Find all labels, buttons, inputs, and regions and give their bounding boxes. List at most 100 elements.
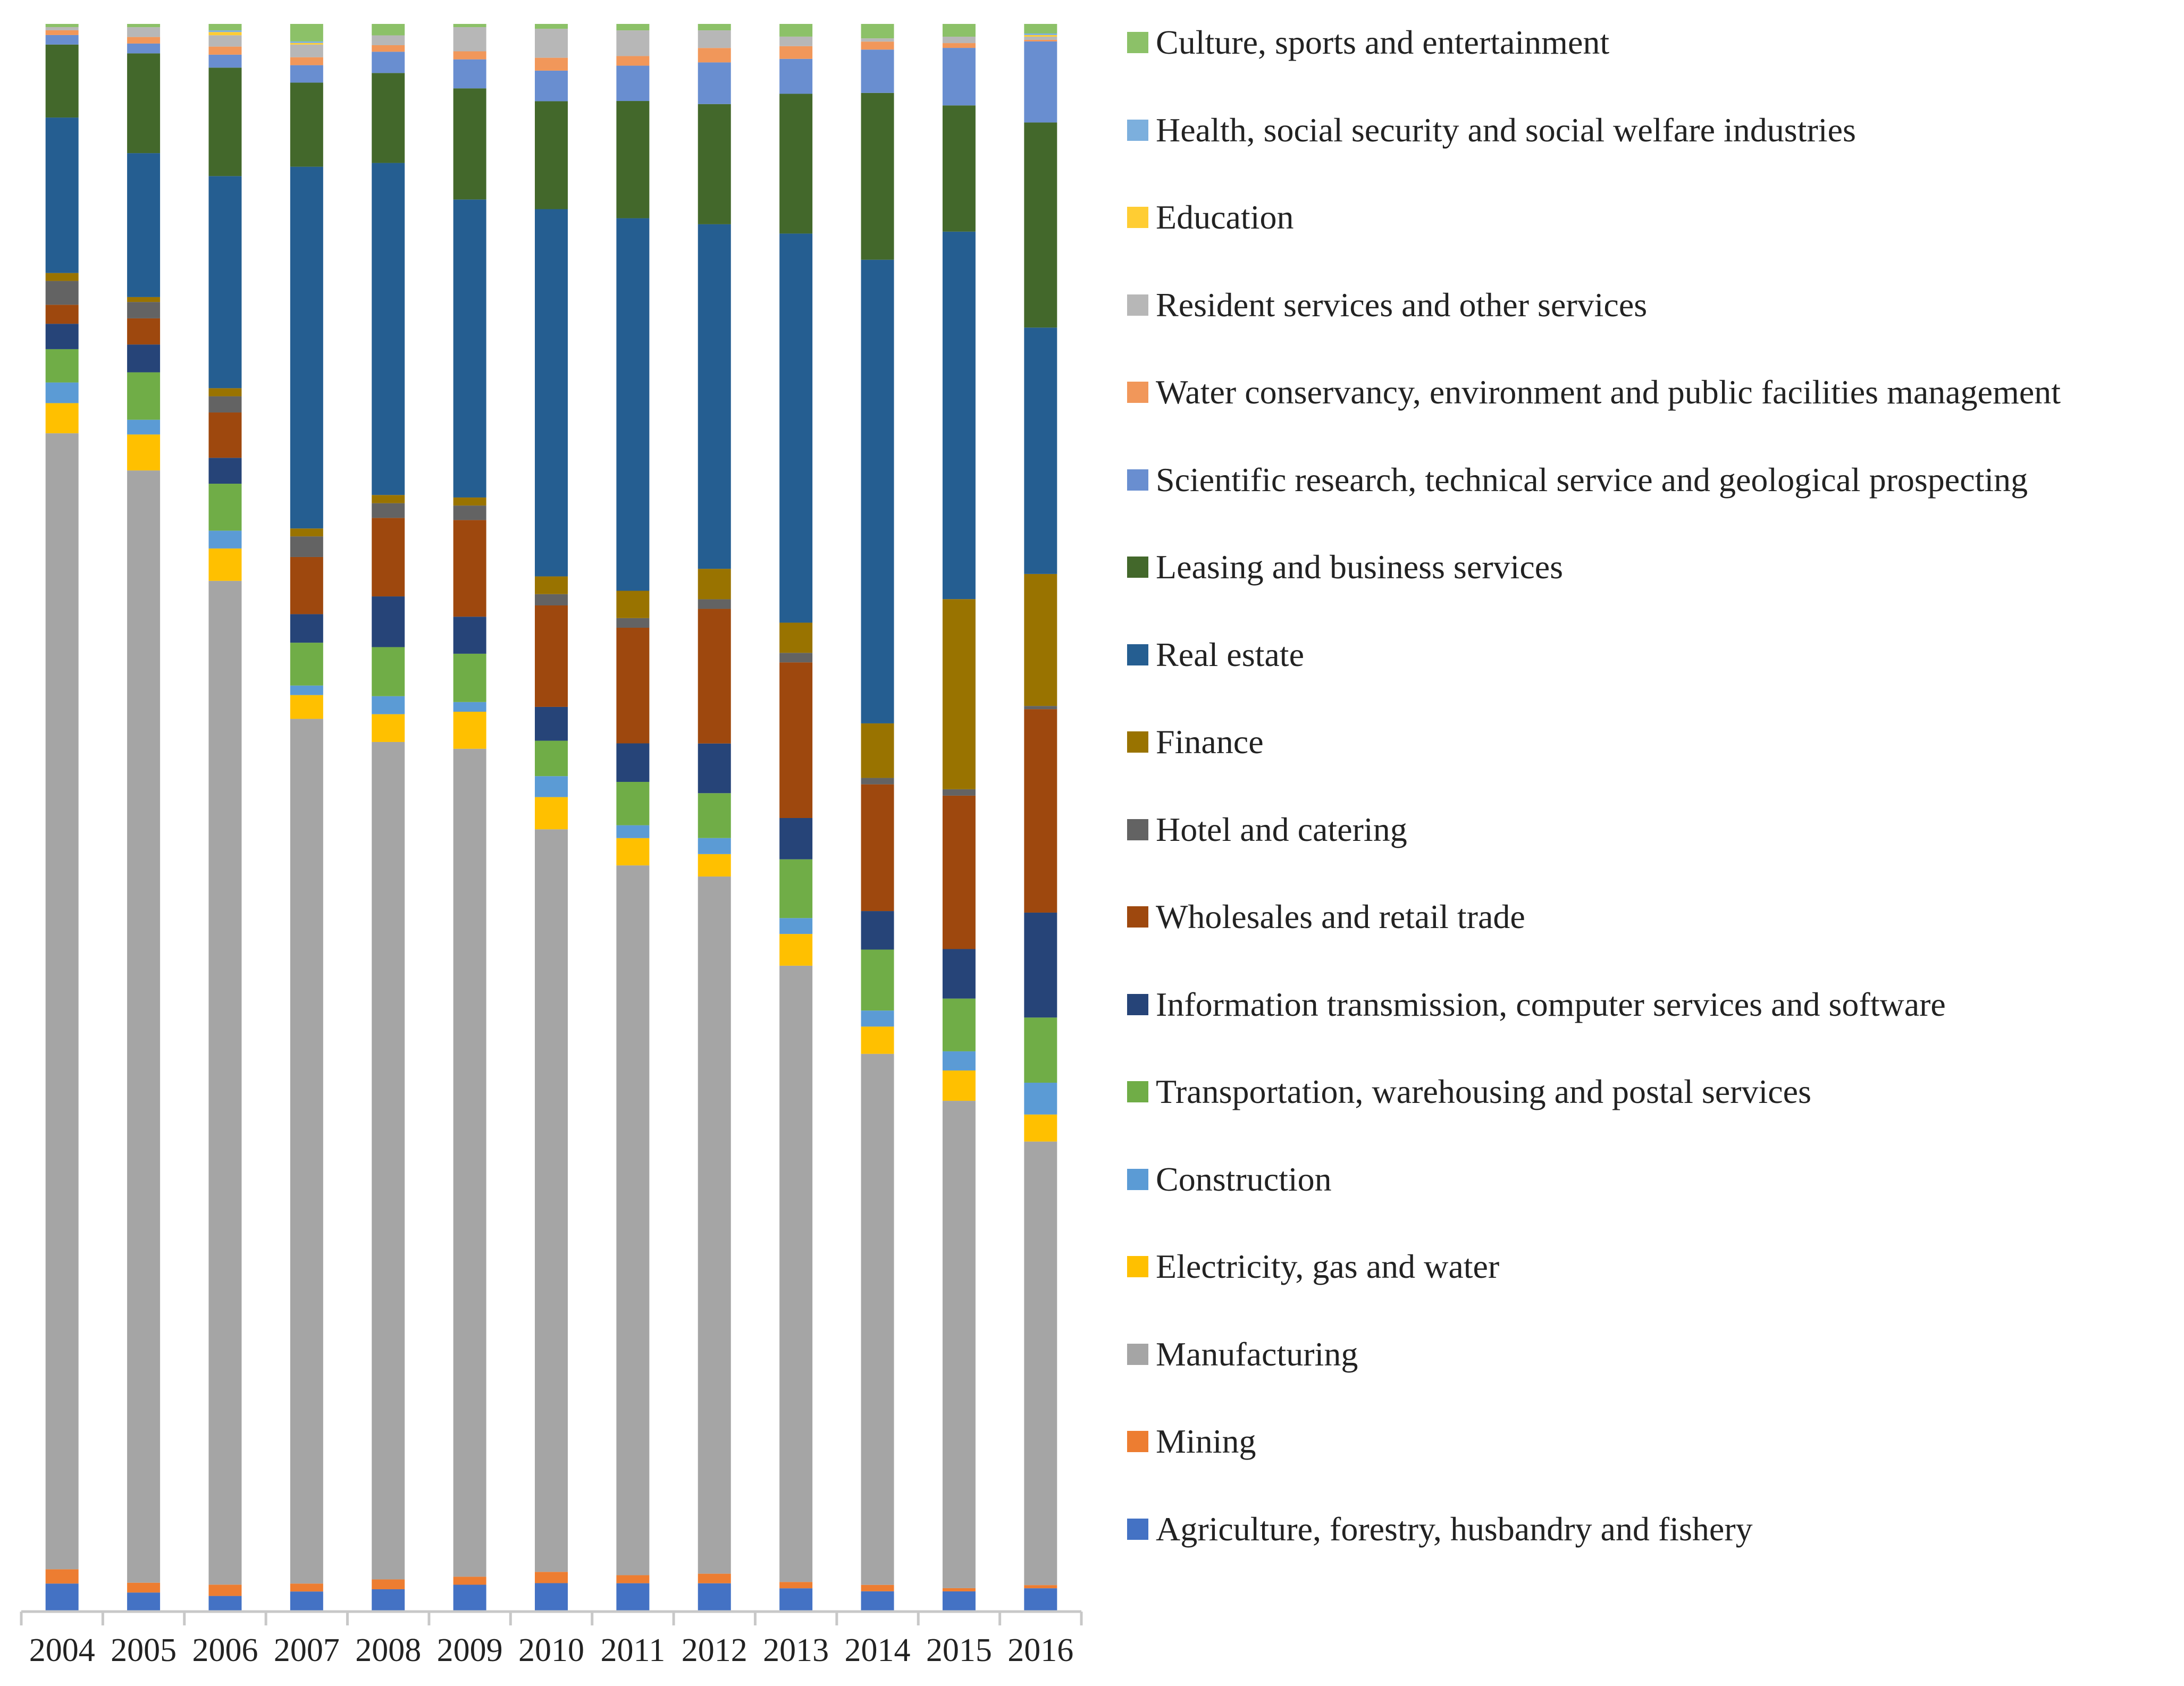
bar-segment-2015-9 (942, 599, 976, 789)
x-tick-label-2006: 2006 (192, 1632, 258, 1668)
bar-segment-2016-15 (1024, 35, 1057, 37)
bar-segment-2004-14 (45, 27, 79, 30)
bar-segment-2006-15 (208, 32, 242, 36)
bar-segment-2005-10 (127, 153, 161, 297)
bar-segment-2009-11 (453, 88, 486, 200)
legend-label: Construction (1156, 1160, 1332, 1198)
bar-segment-2008-2 (372, 741, 405, 1580)
bar-segment-2013-3 (779, 934, 813, 966)
legend-swatch (1127, 731, 1148, 753)
bar-segment-2011-17 (616, 24, 650, 31)
bar-segment-2014-7 (861, 784, 894, 912)
bar-segment-2008-13 (372, 45, 405, 52)
legend-label: Leasing and business services (1156, 548, 1564, 586)
bar-segment-2007-4 (290, 685, 323, 695)
legend-swatch (1127, 1343, 1148, 1365)
bar-segment-2008-6 (372, 596, 405, 647)
bar-segment-2011-3 (616, 838, 650, 866)
bar-segment-2010-5 (535, 740, 568, 777)
legend-item: Wholesales and retail trade (1127, 896, 1525, 938)
bar-segment-2006-1 (208, 1584, 242, 1596)
bar-segment-2013-13 (779, 46, 813, 59)
bar-segment-2011-2 (616, 865, 650, 1575)
bar-segment-2008-5 (372, 647, 405, 696)
bar-segment-2005-5 (127, 372, 161, 420)
bar-segment-2011-9 (616, 591, 650, 618)
bar-segment-2011-6 (616, 743, 650, 782)
bar-segment-2014-3 (861, 1026, 894, 1054)
legend-item: Leasing and business services (1127, 546, 1563, 588)
legend-swatch (1127, 1518, 1148, 1540)
bar-segment-2016-17 (1024, 24, 1057, 33)
bar-segment-2006-0 (208, 1596, 242, 1611)
bar-segment-2013-0 (779, 1588, 813, 1611)
bar-segment-2013-8 (779, 653, 813, 663)
bar-segment-2015-12 (942, 48, 976, 106)
x-tick-label-2004: 2004 (29, 1632, 95, 1668)
bar-segment-2013-12 (779, 58, 813, 94)
bar-segment-2007-14 (290, 44, 323, 57)
bar-segment-2014-6 (861, 911, 894, 950)
bar-segment-2013-14 (779, 36, 813, 46)
bar-segment-2012-6 (698, 743, 731, 794)
legend-swatch (1127, 1081, 1148, 1102)
bar-segment-2012-12 (698, 62, 731, 104)
bar-segment-2014-13 (861, 41, 894, 50)
bar-segment-2006-11 (208, 68, 242, 176)
bar-segment-2010-8 (535, 594, 568, 605)
bar-segment-2010-11 (535, 101, 568, 209)
bar-segment-2013-11 (779, 94, 813, 234)
bar-segment-2007-12 (290, 65, 323, 83)
bar-segment-2006-13 (208, 46, 242, 55)
legend-label: Mining (1156, 1422, 1256, 1460)
bar-segment-2007-6 (290, 614, 323, 643)
legend-label: Culture, sports and entertainment (1156, 23, 1610, 61)
bar-segment-2014-4 (861, 1010, 894, 1027)
legend-swatch (1127, 557, 1148, 578)
bar-segment-2005-0 (127, 1592, 161, 1611)
bar-segment-2008-4 (372, 696, 405, 714)
bar-segment-2014-1 (861, 1584, 894, 1591)
bar-segment-2009-4 (453, 702, 486, 712)
legend-item: Construction (1127, 1158, 1332, 1201)
bar-segment-2014-9 (861, 723, 894, 778)
legend-label: Health, social security and social welfa… (1156, 111, 1856, 149)
bar-segment-2008-12 (372, 52, 405, 73)
bar-segment-2006-16 (208, 30, 242, 32)
legend-label: Wholesales and retail trade (1156, 898, 1525, 935)
legend-swatch (1127, 644, 1148, 665)
bar-segment-2012-1 (698, 1573, 731, 1583)
bar-segment-2014-17 (861, 24, 894, 39)
legend-swatch (1127, 294, 1148, 316)
bar-segment-2011-7 (616, 627, 650, 744)
legend-swatch (1127, 1431, 1148, 1452)
bar-segment-2004-1 (45, 1569, 79, 1584)
bar-segment-2011-0 (616, 1583, 650, 1611)
bars-group (45, 24, 1057, 1611)
x-tick-label-2012: 2012 (682, 1632, 747, 1668)
bar-segment-2006-12 (208, 54, 242, 68)
legend-label: Education (1156, 198, 1294, 236)
bar-segment-2008-1 (372, 1579, 405, 1589)
bar-segment-2008-8 (372, 503, 405, 518)
bar-segment-2013-5 (779, 859, 813, 918)
legend-item: Information transmission, computer servi… (1127, 983, 1946, 1026)
bar-segment-2016-7 (1024, 709, 1057, 913)
bar-segment-2004-3 (45, 403, 79, 434)
legend-label: Water conservancy, environment and publi… (1156, 373, 2061, 411)
bar-segment-2005-6 (127, 344, 161, 373)
legend-swatch (1127, 469, 1148, 491)
bar-segment-2016-4 (1024, 1082, 1057, 1115)
bar-segment-2012-14 (698, 30, 731, 48)
bar-segment-2013-2 (779, 965, 813, 1582)
legend-item: Finance (1127, 721, 1264, 763)
bar-segment-2016-9 (1024, 574, 1057, 706)
legend-swatch (1127, 993, 1148, 1015)
bar-segment-2007-10 (290, 166, 323, 529)
bar-segment-2004-7 (45, 305, 79, 324)
bar-segment-2015-0 (942, 1591, 976, 1611)
bar-segment-2015-17 (942, 24, 976, 37)
bar-segment-2016-6 (1024, 912, 1057, 1018)
bar-segment-2004-5 (45, 349, 79, 383)
bar-segment-2015-11 (942, 105, 976, 232)
